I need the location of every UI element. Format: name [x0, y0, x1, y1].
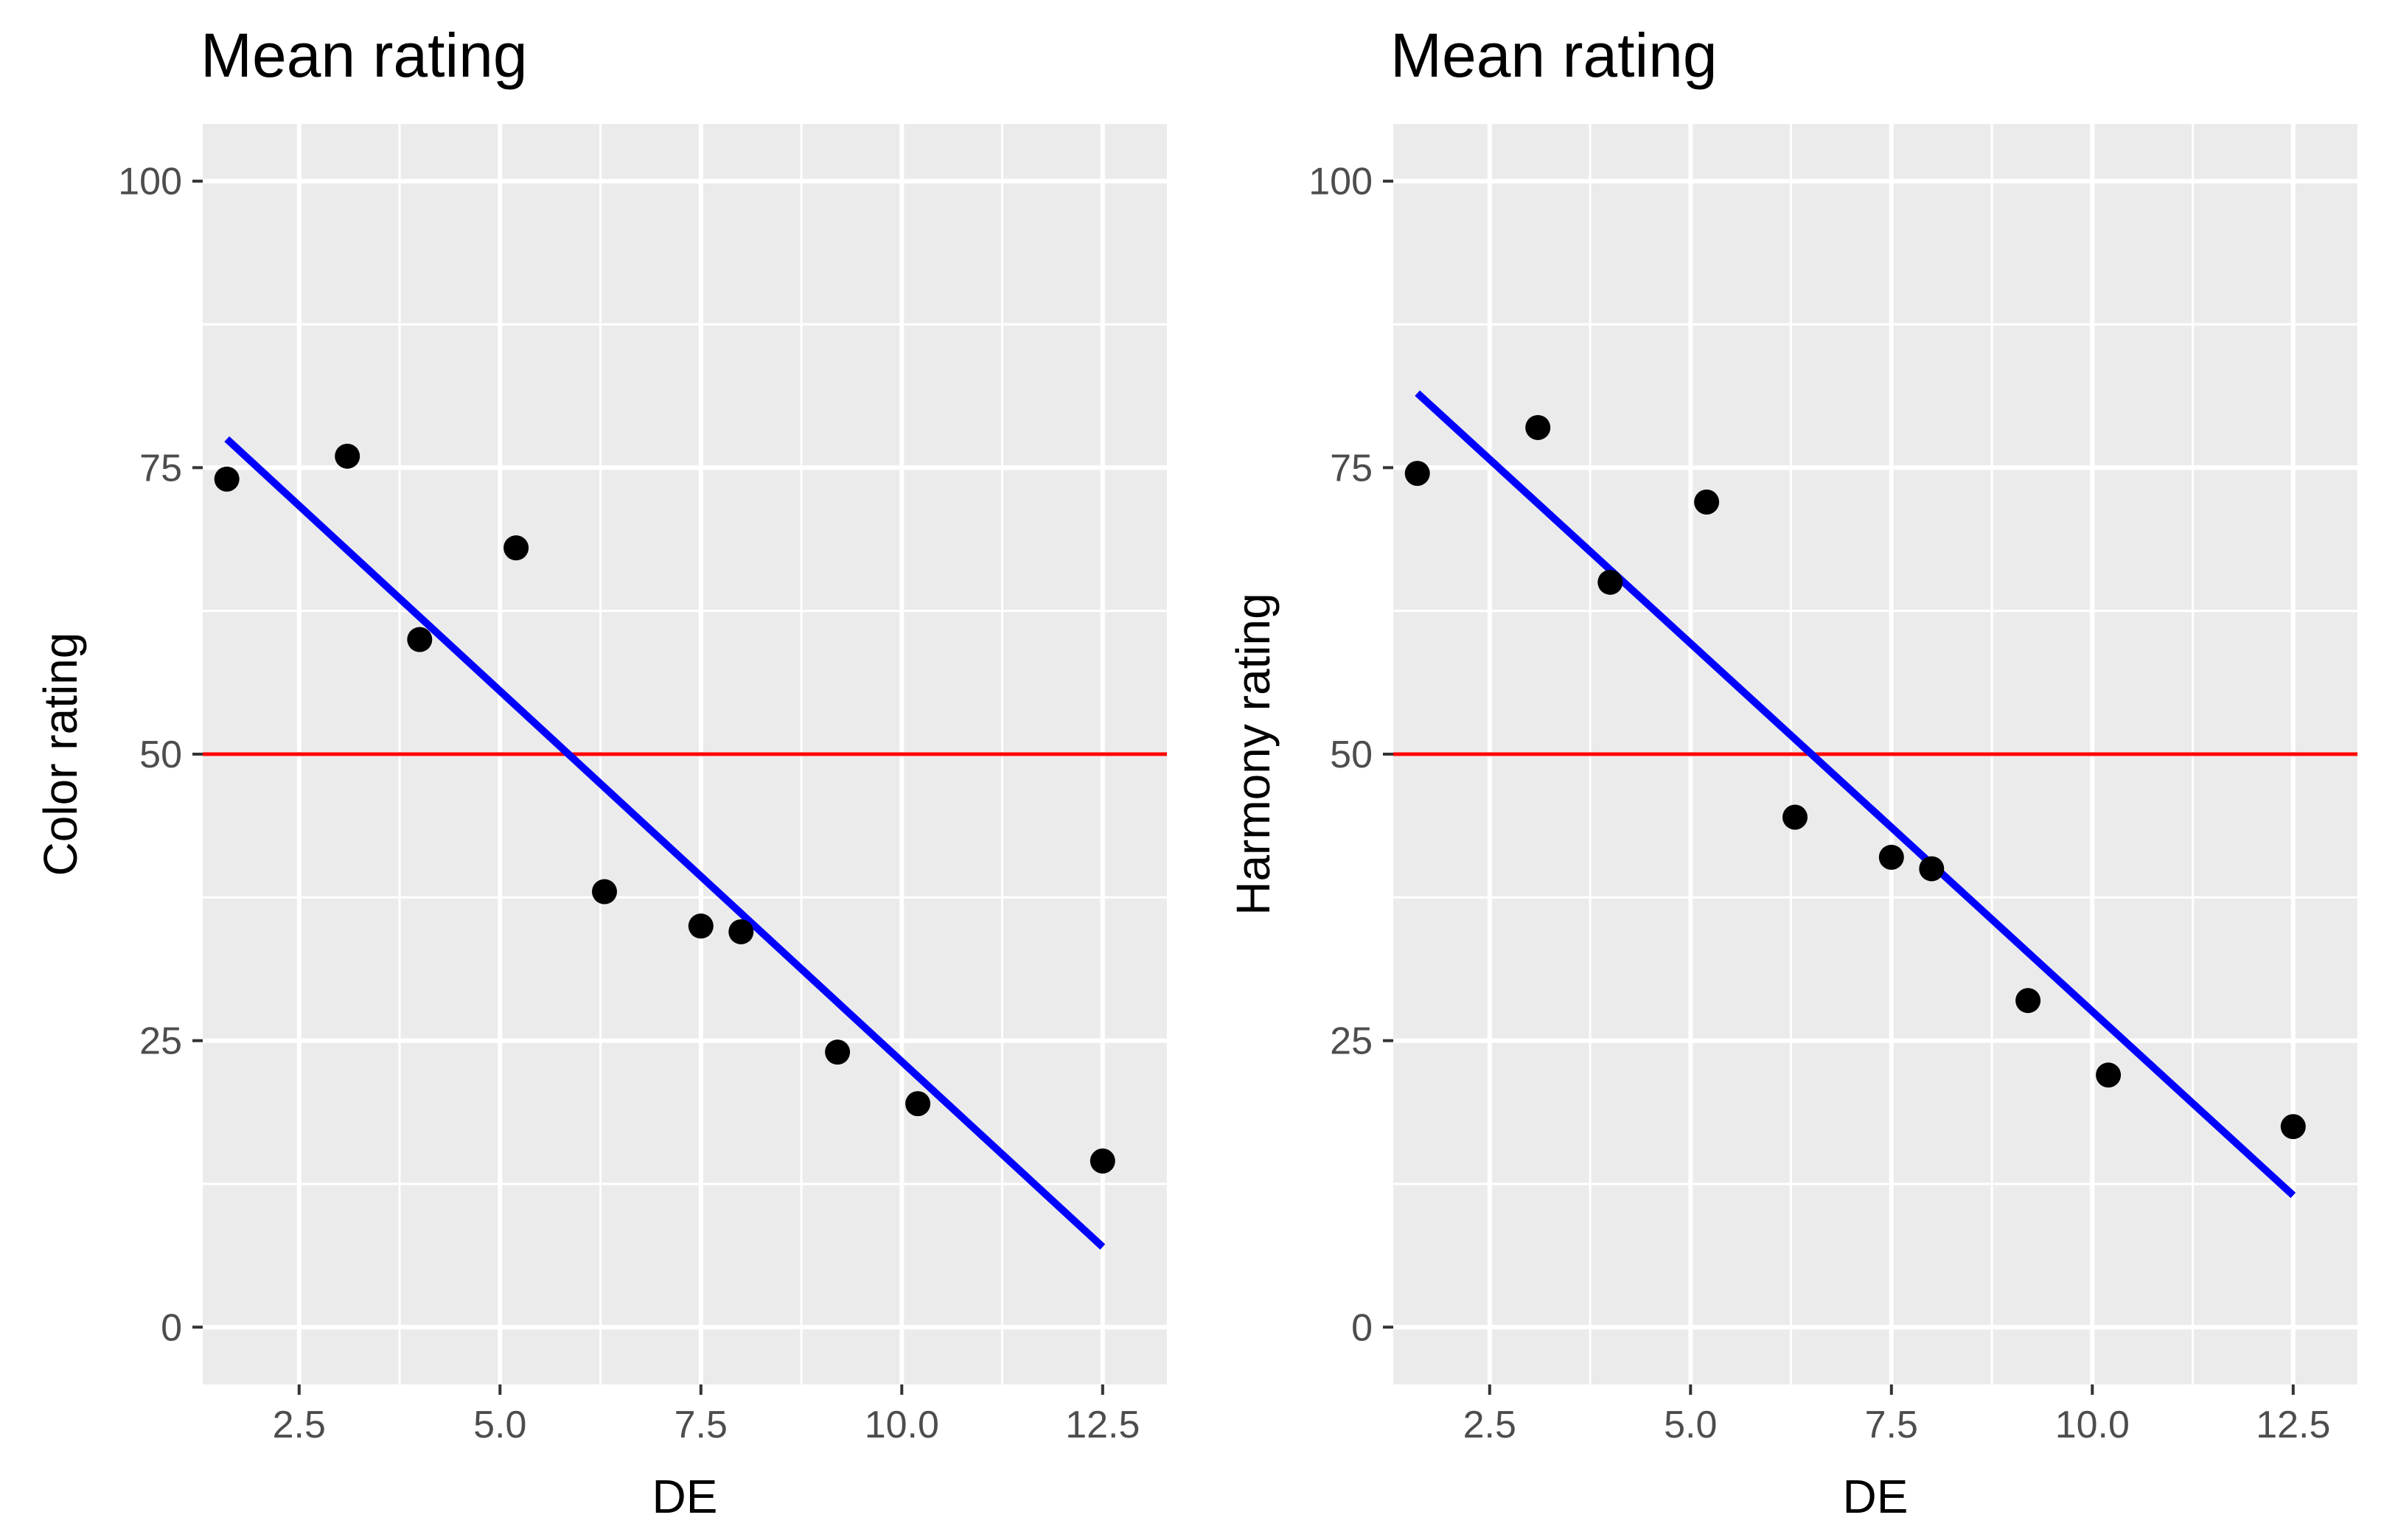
y-tick-label: 50 — [1330, 734, 1373, 776]
regression-line — [1415, 390, 2296, 1199]
data-point — [407, 627, 433, 652]
x-tick-label: 2.5 — [1463, 1404, 1516, 1446]
data-point — [1919, 856, 1945, 882]
y-tick-label: 0 — [1351, 1306, 1373, 1349]
x-axis-title: DE — [652, 1470, 718, 1523]
y-tick-label: 25 — [1330, 1020, 1373, 1063]
data-point — [214, 466, 240, 492]
data-point — [503, 535, 529, 561]
data-point — [2096, 1062, 2122, 1088]
data-point — [2015, 988, 2041, 1014]
data-point — [905, 1091, 931, 1117]
data-point — [2280, 1114, 2306, 1140]
x-tick-label: 10.0 — [2055, 1404, 2130, 1446]
data-point — [1090, 1148, 1115, 1174]
data-point — [728, 919, 754, 944]
right-chart-panel: 2.5 5.0 7.5 10.0 12.5 0 25 50 75 100 Mean rating DE… — [1227, 21, 2357, 1523]
data-point — [688, 913, 714, 939]
y-axis-title: Harmony rating — [1227, 593, 1280, 916]
left-chart-panel: 2.5 5.0 7.5 10.0 12.5 0 25 50 75 100 Mean rating DE… — [34, 21, 1167, 1523]
data-point — [1597, 569, 1623, 595]
data-point — [592, 879, 617, 905]
x-tick-label: 5.0 — [1664, 1404, 1717, 1446]
x-axis-title: DE — [1843, 1470, 1909, 1523]
y-tick-label: 50 — [139, 734, 182, 776]
data-point — [335, 443, 360, 469]
y-tick-label: 0 — [161, 1306, 182, 1349]
regression-line — [224, 436, 1106, 1250]
chart-title: Mean rating — [1390, 21, 1718, 90]
x-tick-label: 7.5 — [675, 1404, 728, 1446]
y-tick-label: 25 — [139, 1020, 182, 1063]
data-point — [1782, 804, 1808, 830]
x-tick-label: 7.5 — [1865, 1404, 1918, 1446]
x-tick-label: 12.5 — [2256, 1404, 2330, 1446]
y-axis-title: Color rating — [34, 633, 87, 877]
chart-title: Mean rating — [201, 21, 528, 90]
data-point — [1404, 461, 1430, 487]
y-tick-label: 75 — [139, 447, 182, 489]
data-point — [825, 1039, 851, 1065]
x-tick-label: 12.5 — [1065, 1404, 1140, 1446]
y-tick-label: 100 — [1308, 161, 1373, 203]
data-point — [1878, 844, 1904, 870]
x-tick-label: 2.5 — [273, 1404, 326, 1446]
x-tick-label: 5.0 — [473, 1404, 526, 1446]
y-tick-label: 75 — [1330, 447, 1373, 489]
x-tick-label: 10.0 — [865, 1404, 939, 1446]
y-tick-label: 100 — [118, 161, 182, 203]
data-point — [1694, 489, 1720, 515]
data-point — [1525, 414, 1551, 440]
